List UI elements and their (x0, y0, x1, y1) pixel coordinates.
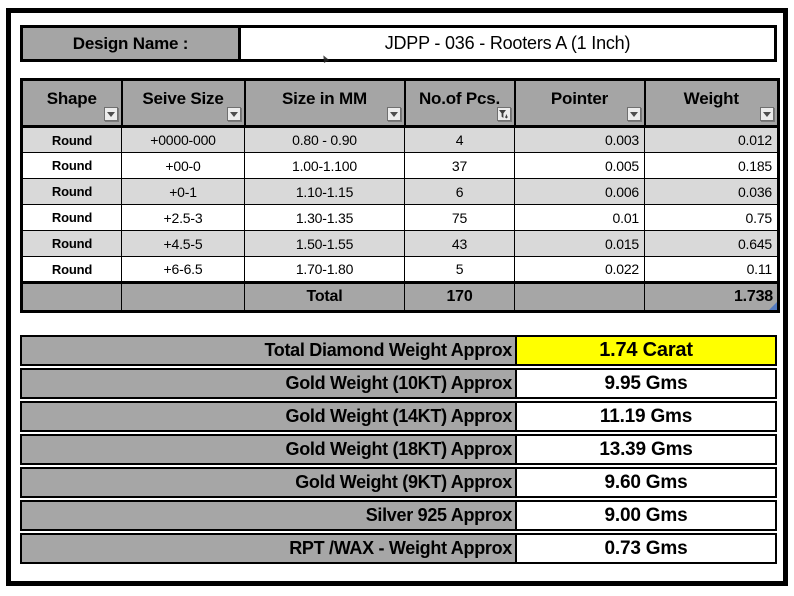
column-header-label: No.of Pcs. (418, 89, 501, 108)
design-name-value[interactable]: JDPP - 036 - Rooters A (1 Inch) (241, 28, 774, 59)
table-cell[interactable]: 0.036 (644, 178, 779, 205)
summary-value[interactable]: 9.60 Gms (517, 469, 775, 496)
table-cell[interactable]: Round (21, 204, 122, 231)
table-cell[interactable]: 5 (404, 256, 515, 283)
table-cell[interactable]: 0.022 (514, 256, 645, 283)
table-cell[interactable]: 0.015 (514, 230, 645, 257)
table-cell[interactable]: Round (21, 230, 122, 257)
diamond-size-table: Shape Seive Size Size in MM No.of Pcs. Point… (20, 78, 780, 313)
table-cell[interactable]: 1.30-1.35 (244, 204, 405, 231)
filter-dropdown-icon[interactable] (103, 107, 118, 121)
table-cell[interactable]: +4.5-5 (121, 230, 245, 257)
column-header-no-of-pcs[interactable]: No.of Pcs. (403, 78, 516, 128)
table-cell[interactable]: 75 (404, 204, 515, 231)
total-row: Total 170 1.738 (21, 281, 779, 312)
summary-row: RPT /WAX - Weight Approx 0.73 Gms (20, 533, 777, 564)
table-row: Round +0000-000 0.80 - 0.90 4 0.003 0.012 (21, 126, 779, 153)
column-header-label: Weight (683, 89, 739, 108)
filter-applied-icon[interactable] (496, 107, 511, 121)
filter-dropdown-icon[interactable] (760, 107, 774, 121)
summary-value[interactable]: 0.73 Gms (517, 535, 775, 562)
table-cell[interactable]: 0.012 (644, 126, 779, 153)
table-cell[interactable]: 0.11 (644, 256, 779, 283)
table-cell[interactable]: Round (21, 256, 122, 283)
summary-table: Total Diamond Weight Approx 1.74 Carat Gol… (20, 335, 777, 566)
table-cell[interactable]: +00-0 (121, 152, 245, 179)
summary-row: Silver 925 Approx 9.00 Gms (20, 500, 777, 531)
total-cell-seive[interactable] (121, 281, 245, 312)
table-cell[interactable]: 6 (404, 178, 515, 205)
table-cell[interactable]: 0.185 (644, 152, 779, 179)
table-cell[interactable]: +0000-000 (121, 126, 245, 153)
table-cell[interactable]: 43 (404, 230, 515, 257)
table-cell[interactable]: Round (21, 152, 122, 179)
total-weight-value[interactable]: 1.738 (644, 281, 779, 312)
column-header-label: Shape (46, 89, 97, 108)
table-cell[interactable]: 1.00-1.100 (244, 152, 405, 179)
summary-row: Gold Weight (9KT) Approx 9.60 Gms (20, 467, 777, 498)
table-row: Round +6-6.5 1.70-1.80 5 0.022 0.11 (21, 256, 779, 283)
table-header-row: Shape Seive Size Size in MM No.of Pcs. Point… (20, 78, 780, 128)
summary-label[interactable]: Gold Weight (18KT) Approx (22, 436, 517, 463)
column-header-label: Size in MM (282, 89, 367, 108)
table-cell[interactable]: Round (21, 126, 122, 153)
main-table-body: Round +0000-000 0.80 - 0.90 4 0.003 0.012 Roun… (21, 126, 779, 283)
summary-value[interactable]: 11.19 Gms (517, 403, 775, 430)
total-pcs-value[interactable]: 170 (404, 281, 515, 312)
table-resize-handle[interactable] (769, 302, 777, 310)
filter-dropdown-icon[interactable] (626, 107, 641, 121)
summary-label[interactable]: RPT /WAX - Weight Approx (22, 535, 517, 562)
table-row: Round +0-1 1.10-1.15 6 0.006 0.036 (21, 178, 779, 205)
summary-label[interactable]: Gold Weight (14KT) Approx (22, 403, 517, 430)
total-cell-shape[interactable] (21, 281, 122, 312)
summary-value[interactable]: 13.39 Gms (517, 436, 775, 463)
design-name-label: Design Name : (23, 28, 241, 59)
table-cell[interactable]: 0.003 (514, 126, 645, 153)
summary-label[interactable]: Total Diamond Weight Approx (22, 337, 517, 364)
table-cell[interactable]: 1.70-1.80 (244, 256, 405, 283)
table-cell[interactable]: 0.006 (514, 178, 645, 205)
summary-label[interactable]: Gold Weight (9KT) Approx (22, 469, 517, 496)
table-cell[interactable]: +2.5-3 (121, 204, 245, 231)
table-cell[interactable]: 0.645 (644, 230, 779, 257)
table-cell[interactable]: 1.10-1.15 (244, 178, 405, 205)
table-row: Round +4.5-5 1.50-1.55 43 0.015 0.645 (21, 230, 779, 257)
summary-label[interactable]: Silver 925 Approx (22, 502, 517, 529)
column-header-shape[interactable]: Shape (20, 78, 123, 128)
total-label[interactable]: Total (244, 281, 405, 312)
table-cell[interactable]: 1.50-1.55 (244, 230, 405, 257)
summary-row: Gold Weight (18KT) Approx 13.39 Gms (20, 434, 777, 465)
summary-row: Gold Weight (14KT) Approx 11.19 Gms (20, 401, 777, 432)
filter-dropdown-icon[interactable] (386, 107, 401, 121)
summary-row: Total Diamond Weight Approx 1.74 Carat (20, 335, 777, 366)
table-cell[interactable]: Round (21, 178, 122, 205)
column-header-size-in-mm[interactable]: Size in MM (243, 78, 406, 128)
summary-row: Gold Weight (10KT) Approx 9.95 Gms (20, 368, 777, 399)
column-header-seive-size[interactable]: Seive Size (120, 78, 246, 128)
table-row: Round +2.5-3 1.30-1.35 75 0.01 0.75 (21, 204, 779, 231)
column-header-pointer[interactable]: Pointer (513, 78, 646, 128)
summary-value[interactable]: 9.00 Gms (517, 502, 775, 529)
summary-value[interactable]: 9.95 Gms (517, 370, 775, 397)
table-cell[interactable]: 0.80 - 0.90 (244, 126, 405, 153)
filter-dropdown-icon[interactable] (226, 107, 241, 121)
column-header-label: Seive Size (142, 89, 224, 108)
column-header-label: Pointer (550, 89, 609, 108)
summary-value-highlighted[interactable]: 1.74 Carat (517, 337, 775, 364)
table-cell[interactable]: +6-6.5 (121, 256, 245, 283)
table-cell[interactable]: 4 (404, 126, 515, 153)
total-cell-pointer[interactable] (514, 281, 645, 312)
table-cell[interactable]: 0.005 (514, 152, 645, 179)
table-row: Round +00-0 1.00-1.100 37 0.005 0.185 (21, 152, 779, 179)
table-cell[interactable]: 0.75 (644, 204, 779, 231)
table-cell[interactable]: 0.01 (514, 204, 645, 231)
column-header-weight[interactable]: Weight (643, 78, 780, 128)
design-name-row: Design Name : JDPP - 036 - Rooters A (1 … (20, 25, 777, 62)
summary-label[interactable]: Gold Weight (10KT) Approx (22, 370, 517, 397)
table-cell[interactable]: +0-1 (121, 178, 245, 205)
table-cell[interactable]: 37 (404, 152, 515, 179)
